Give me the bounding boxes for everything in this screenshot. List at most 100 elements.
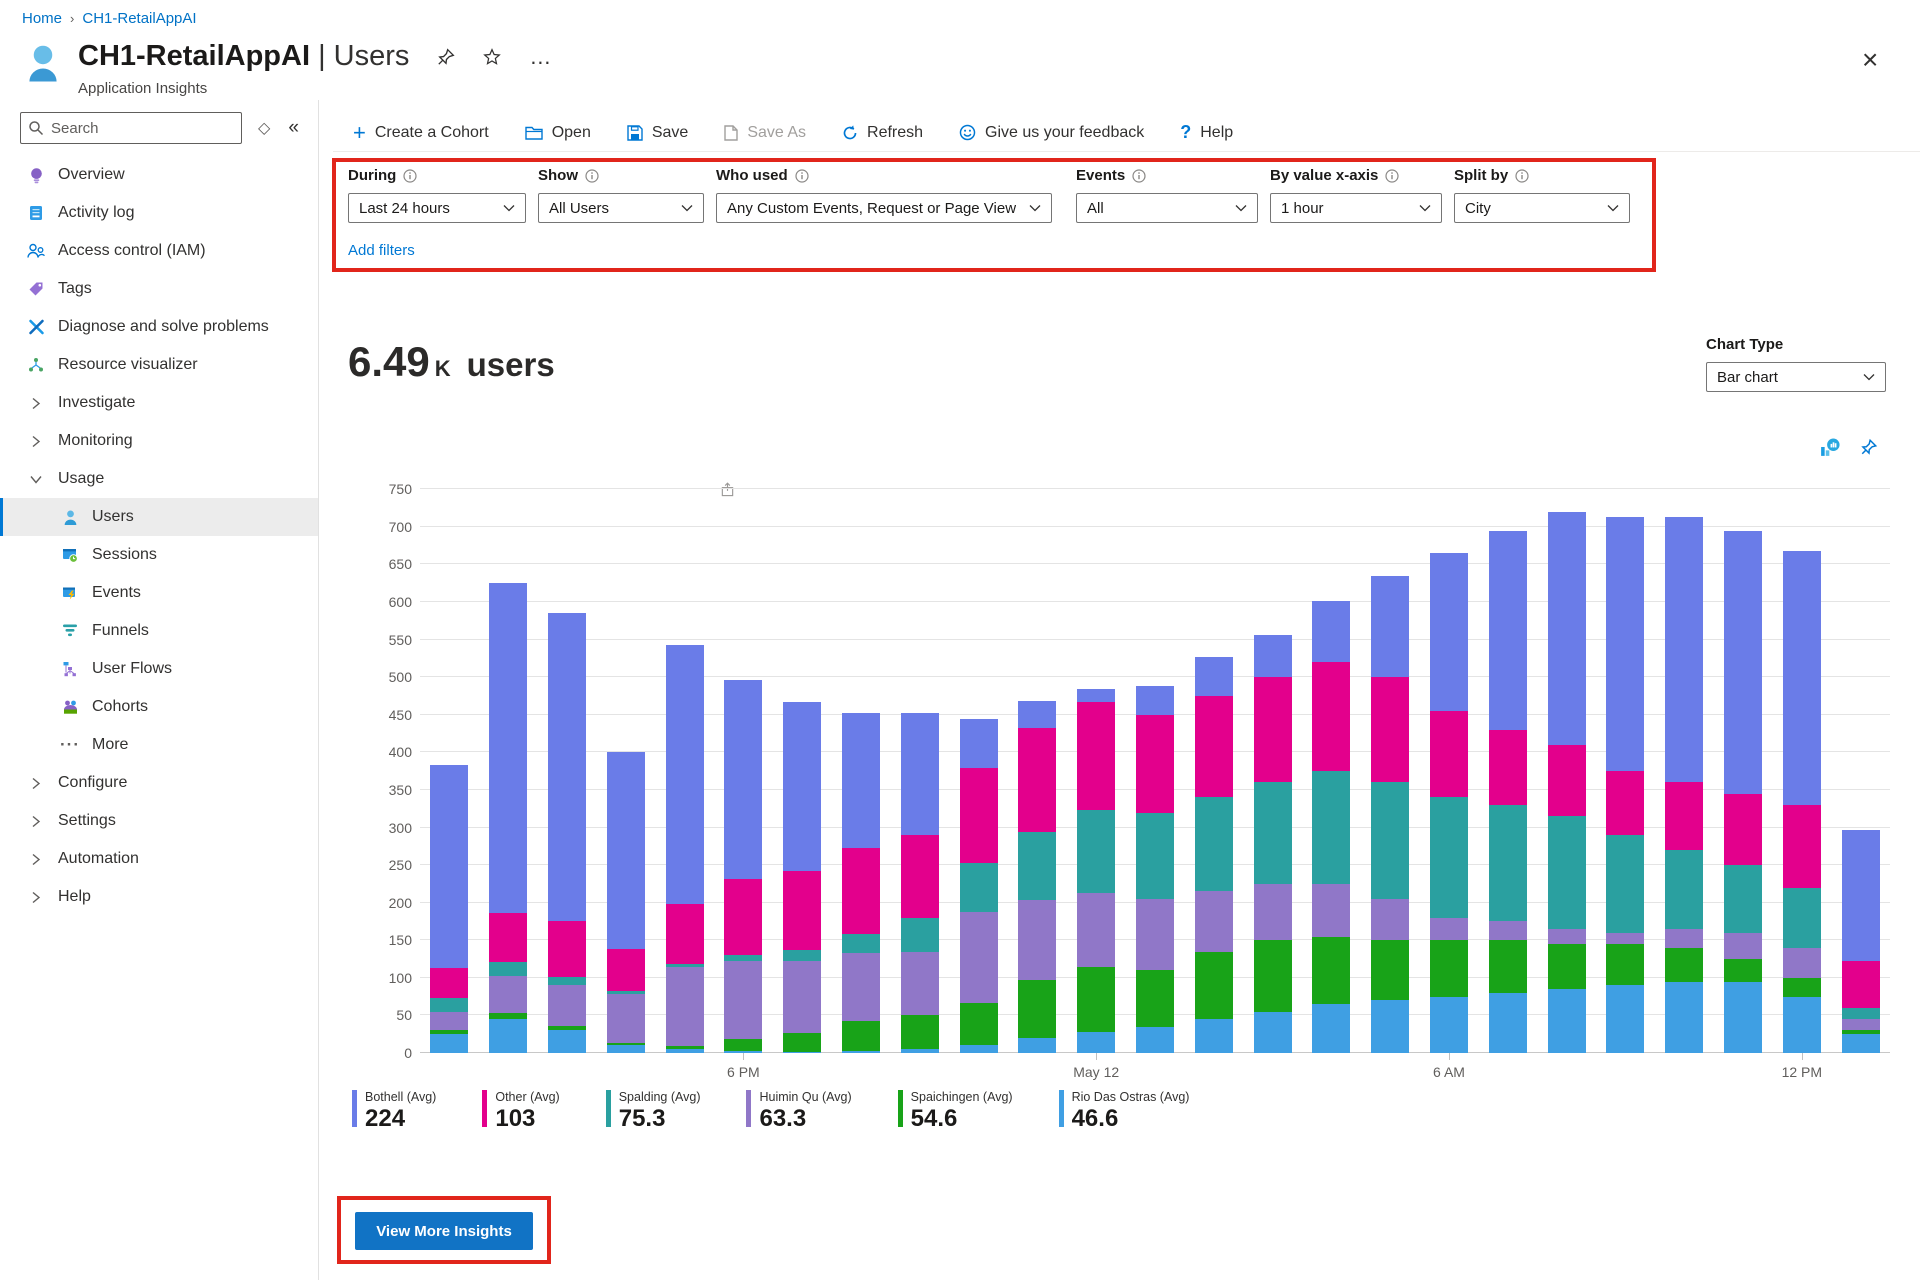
sidebar-item-access-control-iam[interactable]: Access control (IAM) (0, 232, 318, 270)
legend-item-rio-das-ostras-avg[interactable]: Rio Das Ostras (Avg) 46.6 (1058, 1090, 1189, 1133)
toolbar-save-button[interactable]: Save (627, 124, 688, 142)
stacked-bar-19[interactable] (1488, 531, 1527, 1053)
breadcrumb-current-link[interactable]: CH1-RetailAppAI (82, 10, 197, 27)
sidebar-item-overview[interactable]: Overview (0, 156, 318, 194)
pin-to-dashboard-icon[interactable] (1860, 438, 1878, 456)
stacked-bar-1[interactable] (430, 765, 469, 1053)
sidebar-item-diagnose-and-solve-problems[interactable]: Diagnose and solve problems (0, 308, 318, 346)
stacked-bar-8[interactable] (842, 712, 880, 1053)
more-actions-icon[interactable]: … (529, 43, 554, 69)
close-blade-icon[interactable]: × (1862, 44, 1879, 75)
info-icon[interactable] (1385, 168, 1400, 183)
sidebar-item-configure[interactable]: Configure (0, 764, 318, 802)
stacked-bar-5[interactable] (665, 644, 704, 1053)
toolbar-help-button[interactable]: ? Help (1180, 122, 1233, 143)
stacked-bar-13[interactable] (1136, 686, 1174, 1053)
split-by-dropdown[interactable]: City (1454, 193, 1630, 223)
add-filters-link[interactable]: Add filters (348, 242, 415, 259)
search-input[interactable] (20, 112, 242, 144)
stacked-bar-24[interactable] (1782, 550, 1821, 1053)
info-icon[interactable] (403, 168, 417, 183)
bar-segment-rio-das-ostras (430, 1034, 469, 1053)
bar-segment-rio-das-ostras (1547, 989, 1586, 1053)
sidebar-item-activity-log[interactable]: Activity log (0, 194, 318, 232)
sidebar-item-monitoring[interactable]: Monitoring (0, 422, 318, 460)
sidebar-item-label: Configure (58, 774, 128, 791)
toolbar-create-a-cohort-button[interactable]: + Create a Cohort (353, 121, 489, 143)
stacked-bar-9[interactable] (900, 712, 939, 1053)
sidebar-item-label: More (92, 736, 129, 753)
stacked-bar-14[interactable] (1194, 656, 1233, 1053)
sidebar-item-cohorts[interactable]: Cohorts (0, 688, 318, 726)
sidebar-item-events[interactable]: Events (0, 574, 318, 612)
plot-area (420, 478, 1890, 1053)
stacked-bar-25[interactable] (1841, 829, 1880, 1053)
toolbar-give-us-your-feedback-button[interactable]: Give us your feedback (959, 124, 1144, 142)
stacked-bar-2[interactable] (489, 582, 528, 1053)
sidebar-item-usage[interactable]: Usage (0, 460, 318, 498)
sidebar-item-funnels[interactable]: Funnels (0, 612, 318, 650)
who-used-dropdown[interactable]: Any Custom Events, Request or Page View (716, 193, 1052, 223)
stacked-bar-11[interactable] (1018, 700, 1057, 1053)
chart-type-dropdown[interactable]: Bar chart (1706, 362, 1886, 392)
pin-icon[interactable] (437, 47, 455, 66)
during-dropdown[interactable]: Last 24 hours (348, 193, 526, 223)
legend-item-spalding-avg[interactable]: Spalding (Avg) 75.3 (605, 1090, 700, 1133)
chart-actions (1820, 437, 1878, 457)
collapse-sidebar-icon[interactable]: « (288, 117, 299, 138)
stacked-bar-12[interactable] (1077, 688, 1116, 1053)
stacked-bar-17[interactable] (1371, 575, 1410, 1053)
legend-item-spaichingen-avg[interactable]: Spaichingen (Avg) 54.6 (897, 1090, 1013, 1133)
bar-segment-spaichingen (1371, 940, 1410, 1001)
filter-label: During (348, 167, 526, 184)
sidebar: ◇ « Overview Activity log Access control (… (0, 112, 318, 916)
legend-item-bothell-avg[interactable]: Bothell (Avg) 224 (352, 1090, 436, 1133)
workbook-chart-icon[interactable] (1820, 437, 1840, 457)
info-icon[interactable] (585, 168, 599, 183)
info-icon[interactable] (1515, 168, 1529, 183)
bar-segment-spaichingen (1253, 940, 1292, 1012)
breadcrumb-home-link[interactable]: Home (22, 10, 63, 27)
stacked-bar-22[interactable] (1665, 517, 1704, 1053)
stacked-bar-10[interactable] (959, 719, 998, 1053)
bar-segment-spaichingen (1547, 944, 1586, 990)
page-title: CH1-RetailAppAI | Users (78, 40, 410, 72)
events-dropdown[interactable]: All (1076, 193, 1258, 223)
stacked-bar-23[interactable] (1724, 530, 1762, 1053)
sidebar-item-user-flows[interactable]: User Flows (0, 650, 318, 688)
stacked-bar-6[interactable] (724, 680, 763, 1053)
bar-segment-other (1724, 793, 1762, 866)
stacked-bar-15[interactable] (1253, 635, 1292, 1053)
sidebar-item-resource-visualizer[interactable]: Resource visualizer (0, 346, 318, 384)
show-dropdown[interactable]: All Users (538, 193, 704, 223)
favorite-star-icon[interactable] (483, 47, 502, 66)
legend-item-huimin-qu-avg[interactable]: Huimin Qu (Avg) 63.3 (746, 1090, 852, 1133)
sidebar-item-investigate[interactable]: Investigate (0, 384, 318, 422)
stacked-bar-16[interactable] (1312, 600, 1351, 1053)
sidebar-item-more[interactable]: ··· More (0, 726, 318, 764)
stacked-bar-4[interactable] (606, 752, 645, 1053)
sidebar-item-label: Overview (58, 166, 125, 183)
sidebar-item-tags[interactable]: Tags (0, 270, 318, 308)
sidebar-item-users[interactable]: Users (0, 498, 318, 536)
sidebar-item-help[interactable]: Help (0, 878, 318, 916)
info-icon[interactable] (1132, 168, 1146, 183)
stacked-bar-20[interactable] (1547, 511, 1586, 1053)
toolbar-open-button[interactable]: Open (525, 124, 591, 142)
sidebar-item-automation[interactable]: Automation (0, 840, 318, 878)
stacked-bar-7[interactable] (783, 702, 822, 1053)
view-more-insights-button[interactable]: View More Insights (355, 1212, 533, 1250)
info-icon[interactable] (795, 168, 809, 183)
sidebar-item-settings[interactable]: Settings (0, 802, 318, 840)
share-export-icon[interactable] (720, 482, 735, 497)
filter-who-used: Who used Any Custom Events, Request or Pa… (716, 167, 1052, 223)
stacked-bar-18[interactable] (1430, 553, 1468, 1053)
toolbar-refresh-button[interactable]: Refresh (842, 124, 923, 142)
legend-item-other-avg[interactable]: Other (Avg) 103 (482, 1090, 560, 1133)
by-value-x-axis-dropdown[interactable]: 1 hour (1270, 193, 1442, 223)
preview-diamond-icon[interactable]: ◇ (258, 120, 271, 137)
stacked-bar-21[interactable] (1606, 517, 1645, 1053)
x-tick-label: 6 PM (727, 1064, 760, 1080)
stacked-bar-3[interactable] (548, 612, 586, 1053)
sidebar-item-sessions[interactable]: Sessions (0, 536, 318, 574)
